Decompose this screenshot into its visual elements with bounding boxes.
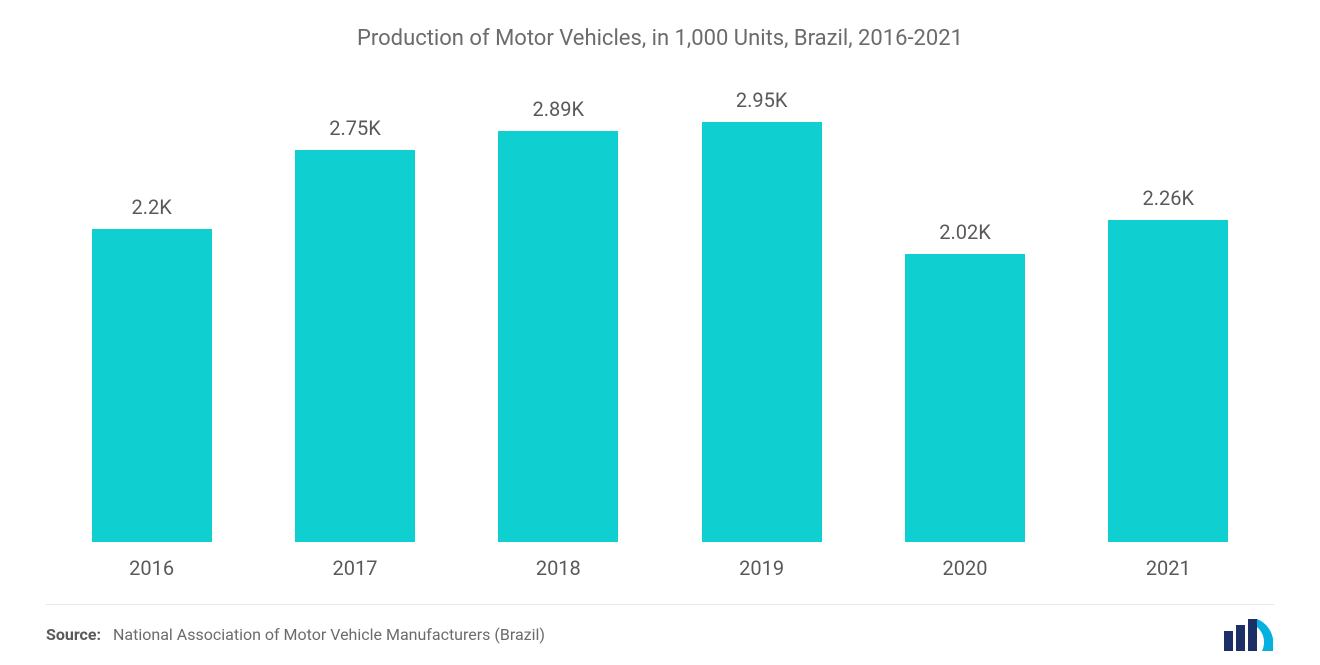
plot-area: 2.2K 2.75K 2.89K 2.95K 2.02K 2.26K — [40, 81, 1280, 542]
x-axis-label: 2017 — [253, 556, 456, 580]
bar-value-label: 2.89K — [533, 97, 585, 121]
chart-footer: Source: National Association of Motor Ve… — [40, 617, 1280, 655]
bar-value-label: 2.2K — [132, 195, 172, 219]
chart-container: Production of Motor Vehicles, in 1,000 U… — [0, 0, 1320, 665]
source-label: Source: — [46, 625, 101, 644]
x-axis-label: 2020 — [863, 556, 1066, 580]
x-axis-label: 2019 — [660, 556, 863, 580]
brand-logo-icon — [1218, 617, 1274, 651]
source-text: National Association of Motor Vehicle Ma… — [113, 625, 545, 644]
bar-column: 2.2K — [50, 81, 253, 542]
bar-value-label: 2.26K — [1143, 186, 1195, 210]
bar-value-label: 2.95K — [736, 88, 788, 112]
bar-column: 2.26K — [1067, 81, 1270, 542]
bar-column: 2.75K — [253, 81, 456, 542]
x-axis: 201620172018201920202021 — [40, 548, 1280, 580]
x-axis-label: 2021 — [1067, 556, 1270, 580]
bar — [702, 122, 822, 542]
bar-value-label: 2.75K — [329, 116, 381, 140]
bar — [1108, 220, 1228, 542]
source-line: Source: National Association of Motor Ve… — [46, 625, 545, 644]
footer-divider — [46, 604, 1274, 605]
bar — [92, 229, 212, 542]
chart-title: Production of Motor Vehicles, in 1,000 U… — [40, 26, 1280, 51]
bar — [905, 254, 1025, 542]
bar-column: 2.02K — [863, 81, 1066, 542]
bar-value-label: 2.02K — [939, 220, 991, 244]
bar — [295, 150, 415, 542]
bar-column: 2.95K — [660, 81, 863, 542]
bar-column: 2.89K — [457, 81, 660, 542]
bar — [498, 131, 618, 542]
x-axis-label: 2016 — [50, 556, 253, 580]
x-axis-label: 2018 — [457, 556, 660, 580]
